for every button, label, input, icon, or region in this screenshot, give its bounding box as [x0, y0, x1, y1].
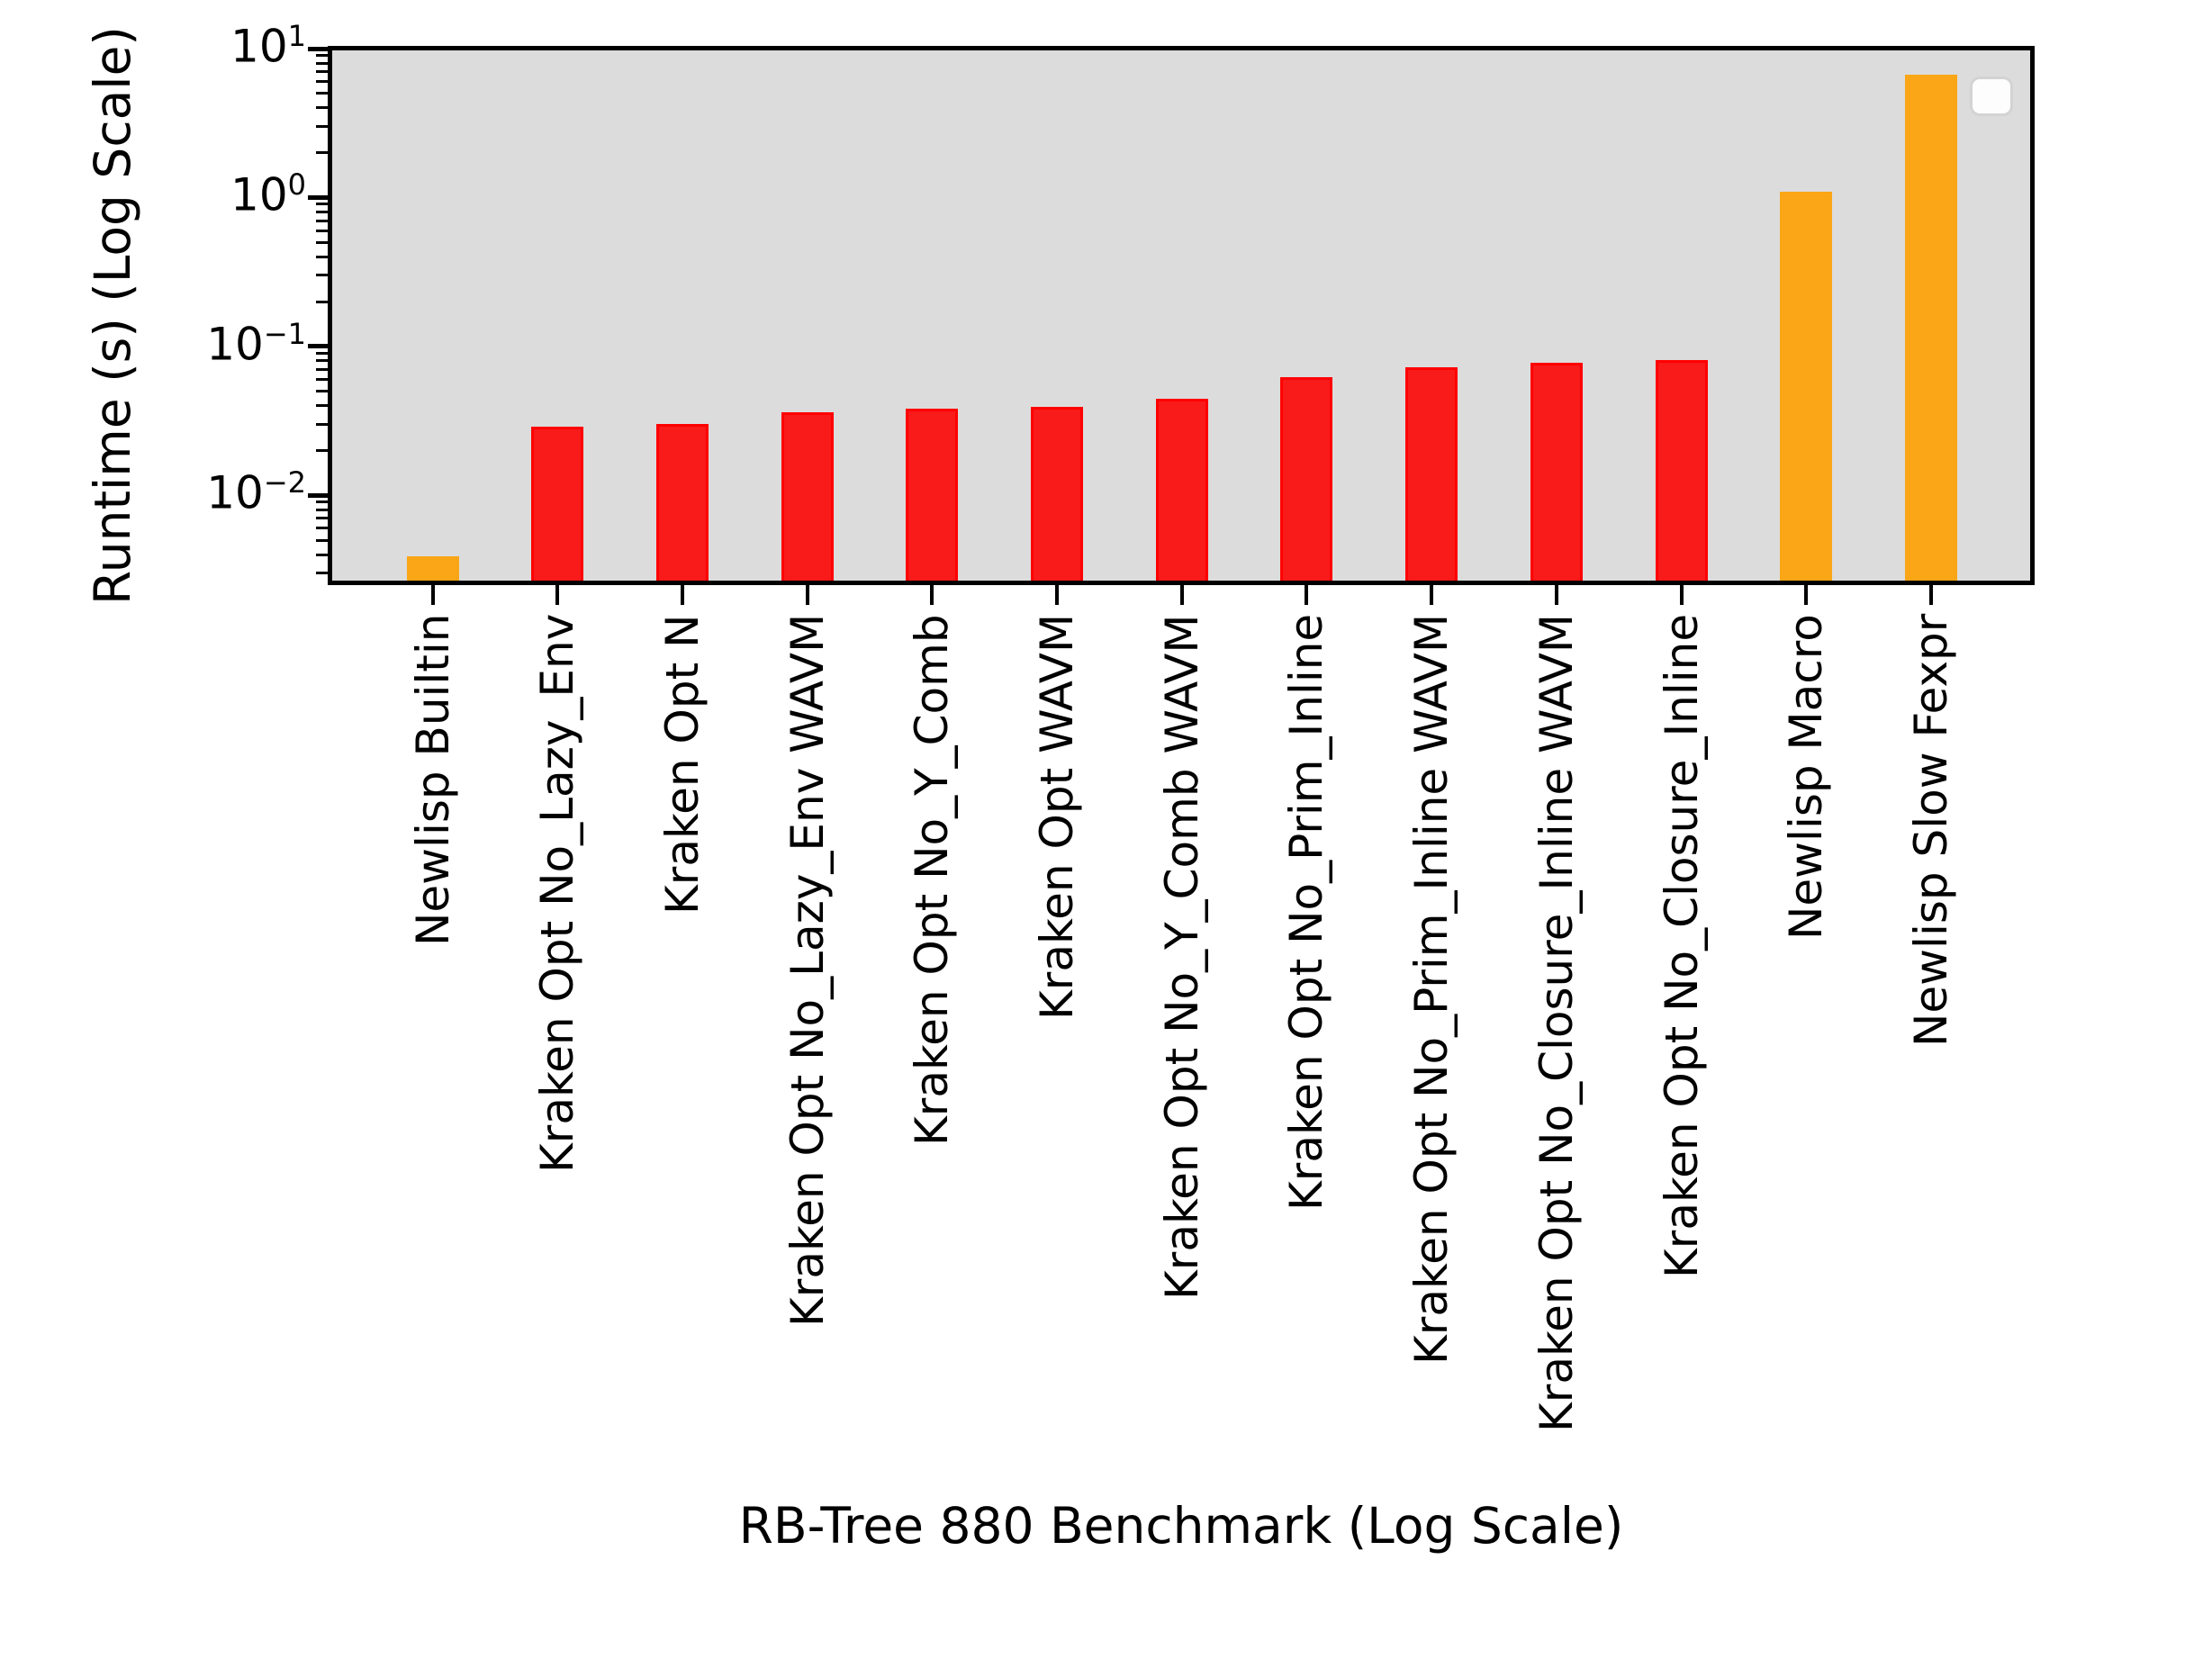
x-tick-label: Kraken Opt WAVM [1031, 613, 1083, 1020]
bar-kraken-opt-no-closure-inline [1655, 359, 1708, 581]
y-tick-label: 10−2 [206, 465, 306, 519]
y-minor-tick [316, 124, 328, 128]
x-tick [1804, 585, 1809, 605]
y-major-tick [308, 344, 328, 349]
x-tick [1928, 585, 1933, 605]
x-tick [555, 585, 560, 605]
y-major-tick [308, 492, 328, 498]
x-tick-label: Newlisp Slow Fexpr [1904, 613, 1957, 1047]
y-minor-tick [316, 92, 328, 95]
y-minor-tick [316, 80, 328, 84]
y-minor-tick [316, 151, 328, 155]
y-tick-label: 10−1 [206, 316, 306, 371]
x-tick [680, 585, 684, 605]
x-tick-label: Kraken Opt No_Prim_Inline [1280, 613, 1333, 1211]
y-minor-tick [316, 404, 328, 408]
y-minor-tick [316, 240, 328, 244]
y-tick-label: 100 [230, 167, 306, 222]
y-minor-tick [316, 70, 328, 74]
x-axis-title: RB-Tree 880 Benchmark (Log Scale) [738, 1497, 1624, 1555]
y-tick-label: 101 [230, 19, 306, 73]
y-minor-tick [316, 219, 328, 222]
x-tick-label: Kraken Opt N [655, 614, 709, 915]
x-tick-label: Kraken Opt No_Closure_Inline WAVM [1530, 613, 1583, 1432]
y-minor-tick [316, 500, 328, 504]
x-tick-label: Kraken Opt No_Y_Comb [906, 614, 959, 1146]
y-major-tick [308, 46, 328, 51]
x-tick-label: Kraken Opt No_Closure_Inline [1655, 613, 1708, 1278]
y-minor-tick [316, 54, 328, 58]
y-minor-tick [316, 203, 328, 206]
y-tick-exponent: −2 [263, 465, 306, 500]
y-minor-tick [316, 538, 328, 542]
y-minor-tick [316, 508, 328, 511]
bar-kraken-opt-no-y-comb [906, 409, 959, 581]
x-tick [805, 585, 809, 605]
y-minor-tick [316, 390, 328, 393]
x-tick [930, 585, 934, 605]
bar-kraken-opt-no-prim-inline [1280, 376, 1333, 581]
y-minor-tick [316, 359, 328, 363]
y-minor-tick [316, 553, 328, 556]
x-tick-label: Kraken Opt No_Prim_Inline WAVM [1405, 613, 1458, 1365]
y-minor-tick [316, 422, 328, 426]
y-minor-tick [316, 106, 328, 110]
y-minor-tick [316, 517, 328, 520]
x-tick [1554, 585, 1558, 605]
y-tick-exponent: 0 [287, 167, 306, 203]
legend-box [1970, 77, 2013, 116]
y-minor-tick [316, 255, 328, 258]
y-minor-tick [316, 274, 328, 277]
x-tick-label: Kraken Opt No_Lazy_Env [531, 613, 584, 1173]
x-tick-label: Kraken Opt No_Y_Comb WAVM [1155, 614, 1208, 1300]
bar-newlisp-macro [1780, 191, 1833, 581]
x-tick-label: Newlisp Macro [1780, 614, 1833, 940]
y-axis-title: Runtime (s) (Log Scale) [83, 25, 141, 605]
x-tick-label: Kraken Opt No_Lazy_Env WAVM [781, 613, 834, 1327]
bar-kraken-opt-no-lazy-env [531, 427, 584, 581]
x-tick [1179, 585, 1184, 605]
x-tick [1679, 585, 1684, 605]
y-minor-tick [316, 378, 328, 382]
x-tick [1305, 585, 1309, 605]
bar-kraken-opt-no-closure-inline-wavm [1530, 362, 1583, 581]
bar-kraken-opt-no-lazy-env-wavm [781, 412, 834, 581]
bar-kraken-opt-no-prim-inline-wavm [1405, 366, 1458, 581]
y-minor-tick [316, 61, 328, 65]
bar-kraken-opt-n [655, 424, 709, 581]
bar-kraken-opt-wavm [1031, 407, 1083, 581]
y-tick-exponent: 1 [287, 19, 306, 53]
bar-newlisp-slow-fexpr [1904, 75, 1957, 581]
y-minor-tick [316, 229, 328, 232]
y-tick-exponent: −1 [263, 316, 306, 351]
x-tick-label: Newlisp Builtin [406, 613, 459, 946]
y-minor-tick [316, 572, 328, 575]
y-minor-tick [316, 367, 328, 371]
x-tick [1055, 585, 1059, 605]
y-major-tick [308, 194, 328, 200]
bar-kraken-opt-no-y-comb-wavm [1155, 399, 1208, 581]
x-tick [1430, 585, 1434, 605]
y-minor-tick [316, 448, 328, 452]
y-minor-tick [316, 300, 328, 303]
x-tick [430, 585, 435, 605]
bar-newlisp-builtin [406, 555, 459, 581]
y-minor-tick [316, 351, 328, 355]
y-minor-tick [316, 527, 328, 530]
y-minor-tick [316, 210, 328, 213]
